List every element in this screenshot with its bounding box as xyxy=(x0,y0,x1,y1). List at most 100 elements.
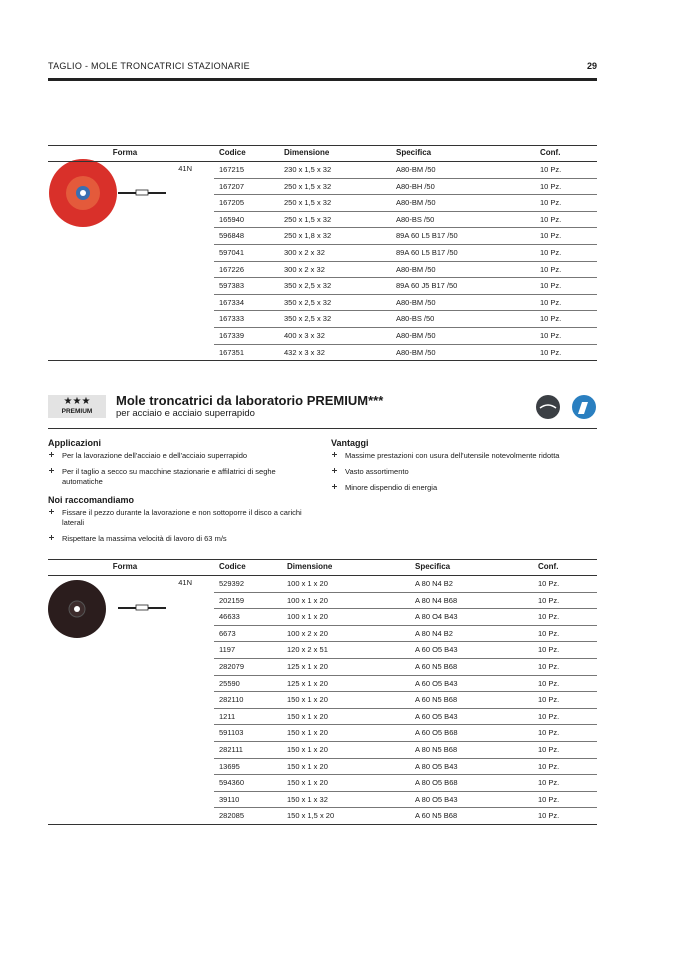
disc-profile xyxy=(118,604,166,611)
section-rule xyxy=(48,428,597,429)
table-rule xyxy=(214,310,597,312)
table-rule xyxy=(214,327,597,328)
column-header: Codice xyxy=(219,148,246,157)
cell: 230 x 1,5 x 32 xyxy=(284,165,332,174)
cell: 1211 xyxy=(219,711,236,721)
list-item: Fissare il pezzo durante la lavorazione … xyxy=(62,508,302,527)
table-rule xyxy=(214,807,597,809)
cell: 10 Pz. xyxy=(538,745,560,754)
cell: A 60 O5 B43 xyxy=(415,678,458,688)
bullet xyxy=(49,535,54,540)
cell: 10 Pz. xyxy=(540,281,562,291)
column-header: Dimensione xyxy=(287,562,333,571)
cell: 167351 xyxy=(219,347,245,357)
cell: 282079 xyxy=(219,662,245,671)
cell: 89A 60 L5 B17 /50 xyxy=(396,248,458,257)
cell: 165940 xyxy=(219,214,245,224)
cell: 10 Pz. xyxy=(538,628,560,638)
cell: 150 x 1 x 20 xyxy=(287,778,328,788)
cell: 6673 xyxy=(219,628,236,638)
cell: 350 x 2,5 x 32 xyxy=(284,281,332,291)
cell: 597383 xyxy=(219,281,245,291)
cell: 150 x 1 x 32 xyxy=(287,794,328,804)
cell: A80-BM /50 xyxy=(396,264,436,274)
cell: A80-BS /50 xyxy=(396,214,435,224)
cell: 150 x 1 x 20 xyxy=(287,695,328,705)
bullet xyxy=(332,452,337,457)
cell: 10 Pz. xyxy=(540,347,562,357)
bullet xyxy=(332,468,337,473)
cell: 167334 xyxy=(219,297,245,307)
cell: A80-BM /50 xyxy=(396,331,436,340)
cell: 167205 xyxy=(219,198,245,208)
cell: 167333 xyxy=(219,314,245,324)
cell: A 60 O5 B43 xyxy=(415,711,458,721)
bullet xyxy=(49,452,54,457)
cell: 10 Pz. xyxy=(538,778,560,788)
cell: 10 Pz. xyxy=(538,761,560,771)
cell: 250 x 1,5 x 32 xyxy=(284,198,332,208)
cell: 202159 xyxy=(219,595,245,605)
column-header: Forma xyxy=(112,562,138,571)
bullet xyxy=(49,468,54,473)
header-title: TAGLIO - MOLE TRONCATRICI STAZIONARIE xyxy=(48,61,250,71)
cell: 125 x 1 x 20 xyxy=(287,678,328,688)
list-heading: Vantaggi xyxy=(331,438,369,448)
table-rule xyxy=(214,774,597,776)
column-header: Dimensione xyxy=(284,148,330,157)
cell: A 60 N5 B68 xyxy=(415,811,458,821)
cell: 10 Pz. xyxy=(538,612,560,622)
cell: 250 x 1,8 x 32 xyxy=(284,231,332,241)
column-header: Conf. xyxy=(538,562,559,571)
section-title: Mole troncatrici da laboratorio PREMIUM*… xyxy=(116,393,384,408)
section-subtitle: per acciaio e acciaio superrapido xyxy=(116,408,255,419)
cell: 10 Pz. xyxy=(538,662,560,671)
cell: 10 Pz. xyxy=(538,695,560,705)
table-rule xyxy=(214,608,597,610)
cell: A 80 O5 B43 xyxy=(415,794,458,804)
cell: 10 Pz. xyxy=(540,214,562,224)
cell: 10 Pz. xyxy=(540,198,562,208)
cell: 150 x 1 x 20 xyxy=(287,728,328,738)
table-rule xyxy=(214,691,597,693)
cell: A 60 O5 B43 xyxy=(415,645,458,655)
cell: 100 x 1 x 20 xyxy=(287,595,328,605)
cell: A80-BM /50 xyxy=(396,165,436,174)
table-rule xyxy=(214,674,597,676)
cell: 300 x 2 x 32 xyxy=(284,248,325,257)
cell: 250 x 1,5 x 32 xyxy=(284,214,332,224)
column-header: Specifica xyxy=(415,562,451,571)
cell: 120 x 2 x 51 xyxy=(287,645,328,655)
cell: 10 Pz. xyxy=(538,579,560,588)
red-disc xyxy=(49,159,117,227)
cell: A 60 O5 B68 xyxy=(415,728,458,738)
table-rule xyxy=(214,343,597,345)
cell: 167207 xyxy=(219,181,245,191)
cell: 596848 xyxy=(219,231,245,241)
cell: 350 x 2,5 x 32 xyxy=(284,297,332,307)
table-rule xyxy=(214,790,597,792)
list-item: Minore dispendio di energia xyxy=(345,483,438,492)
table-rule xyxy=(214,724,597,726)
table-rule xyxy=(214,194,597,196)
cell: 10 Pz. xyxy=(540,297,562,307)
shape-code: 41N xyxy=(178,578,192,587)
cell: 300 x 2 x 32 xyxy=(284,264,325,274)
cell: 10 Pz. xyxy=(538,678,560,688)
list-item: Vasto assortimento xyxy=(345,467,409,476)
cell: A 80 N4 B2 xyxy=(415,579,453,588)
table-rule xyxy=(214,641,597,643)
cell: A 60 N5 B68 xyxy=(415,695,458,705)
cell: 10 Pz. xyxy=(540,231,562,241)
table-rule xyxy=(214,210,597,212)
column-header: Specifica xyxy=(396,148,432,157)
table-rule xyxy=(214,177,597,179)
cell: 167339 xyxy=(219,331,245,340)
dark-disc xyxy=(48,580,106,638)
cell: 250 x 1,5 x 32 xyxy=(284,181,332,191)
cell: 167226 xyxy=(219,264,245,274)
cell: A 80 N4 B68 xyxy=(415,595,458,605)
cell: A80-BH /50 xyxy=(396,181,435,191)
list-heading: Applicazioni xyxy=(48,438,102,448)
cell: 150 x 1 x 20 xyxy=(287,761,328,771)
